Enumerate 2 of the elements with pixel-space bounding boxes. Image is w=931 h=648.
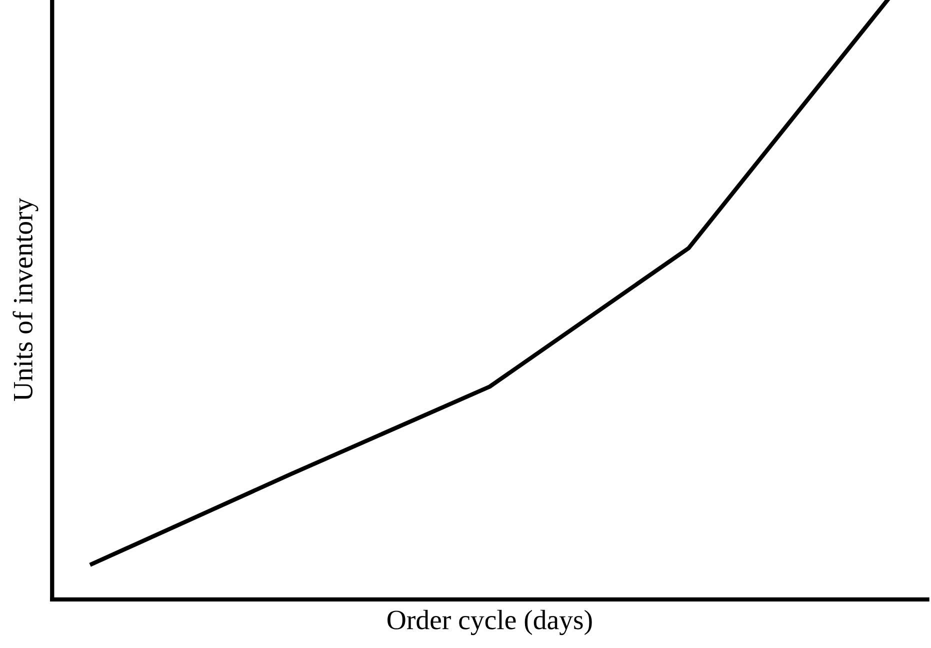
y-axis-title: Units of inventory [12, 198, 38, 401]
x-axis-title: Order cycle (days) [388, 610, 592, 636]
